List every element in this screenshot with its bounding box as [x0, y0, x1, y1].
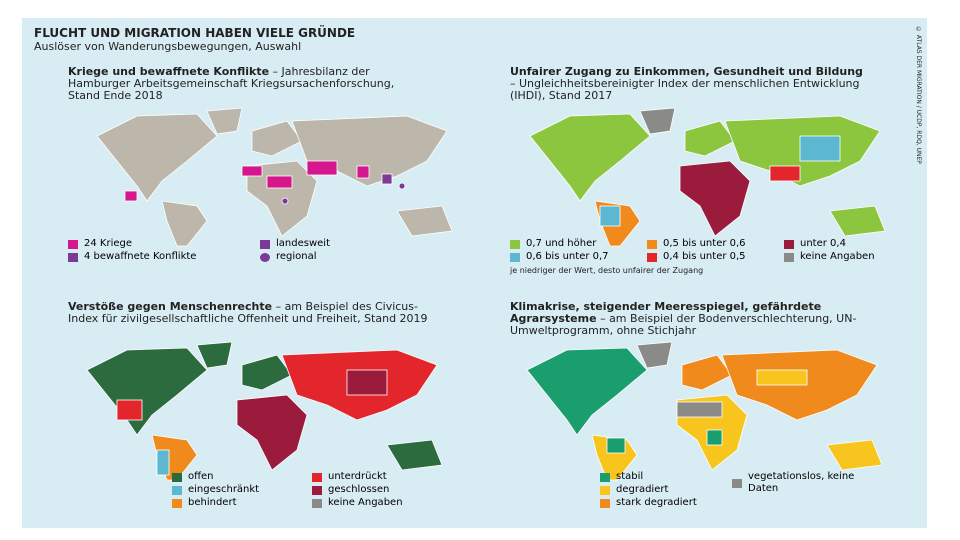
panel-title: Klimakrise, steigender Meeresspiegel, ge… — [510, 301, 870, 337]
credit: © ATLAS DER MIGRATION / UCDP, RDQ, UNEP — [915, 26, 922, 164]
legend-item: vegetationslos, keine Daten — [732, 471, 858, 495]
legend-item: stark degradiert — [600, 497, 697, 509]
legend-swatch — [260, 239, 270, 249]
legend-label: eingeschränkt — [188, 484, 260, 495]
legend-item: degradiert — [600, 484, 668, 496]
legend-item: stabil — [600, 471, 643, 483]
legend-item: 24 Kriege — [68, 238, 132, 250]
map-civicus — [86, 341, 443, 481]
legend-swatch — [68, 239, 78, 249]
panel-description: – am Beispiel des Civicus-Index für zivi… — [68, 300, 428, 325]
panel-title: Verstöße gegen Menschenrechte – am Beisp… — [68, 301, 428, 325]
legend-label: 0,5 bis unter 0,6 — [663, 238, 746, 249]
legend-label: 4 bewaffnete Konflikte — [84, 251, 197, 262]
legend-swatch — [732, 478, 742, 488]
legend-label: stabil — [616, 471, 644, 482]
panel-heading: Kriege und bewaffnete Konflikte — [68, 65, 270, 78]
legend-item: keine Angaben — [312, 497, 403, 509]
panel-heading: Klimakrise, steigender Meeresspiegel, ge… — [510, 300, 822, 325]
map-ihdi — [529, 107, 886, 247]
legend-item: 0,6 bis unter 0,7 — [510, 251, 609, 263]
panel-description: – Jahresbilanz der Hamburger Arbeitsgeme… — [68, 65, 395, 102]
legend-label: geschlossen — [328, 484, 390, 495]
panel-heading: Verstöße gegen Menschenrechte — [68, 300, 273, 313]
legend-swatch — [68, 252, 78, 262]
legend-label: unterdrückt — [328, 471, 387, 482]
legend-swatch — [647, 239, 657, 249]
legend-label: 0,6 bis unter 0,7 — [526, 251, 609, 262]
map-conflicts — [96, 107, 453, 247]
legend-label: 24 Kriege — [84, 238, 133, 249]
legend-item: unter 0,4 — [784, 238, 846, 250]
note: je niedriger der Wert, desto unfairer de… — [510, 266, 704, 275]
legend-label: 0,4 bis unter 0,5 — [663, 251, 746, 262]
legend-item: geschlossen — [312, 484, 389, 496]
legend-swatch — [600, 472, 610, 482]
title: FLUCHT UND MIGRATION HABEN VIELE GRÜNDE — [34, 26, 356, 40]
legend-item: behindert — [172, 497, 237, 509]
legend-label: stark degradiert — [616, 497, 697, 508]
panel-title: Kriege und bewaffnete Konflikte – Jahres… — [68, 66, 428, 102]
legend-label: vegetationslos, keine Daten — [748, 471, 855, 494]
legend-swatch — [510, 239, 520, 249]
legend-swatch — [260, 252, 270, 262]
legend-item: offen — [172, 471, 214, 483]
legend-swatch — [172, 498, 182, 508]
legend-label: landesweit — [276, 238, 330, 249]
legend-label: regional — [276, 251, 317, 262]
subtitle: Auslöser von Wanderungsbewegungen, Auswa… — [34, 40, 302, 53]
panel-heading: Unfairer Zugang zu Einkommen, Gesundheit… — [510, 65, 863, 78]
legend-swatch — [312, 485, 322, 495]
legend-swatch — [510, 252, 520, 262]
panel-description: – Ungleichheitsbereinigter Index der men… — [510, 77, 860, 102]
legend-swatch — [647, 252, 657, 262]
legend-label: keine Angaben — [328, 497, 403, 508]
legend-swatch — [600, 498, 610, 508]
legend-label: 0,7 und höher — [526, 238, 597, 249]
legend-swatch — [312, 498, 322, 508]
panel-description: – am Beispiel der Bodenverschlechterung,… — [510, 312, 857, 337]
legend-item: 4 bewaffnete Konflikte — [68, 251, 196, 263]
panel-title: Unfairer Zugang zu Einkommen, Gesundheit… — [510, 66, 870, 102]
infographic: FLUCHT UND MIGRATION HABEN VIELE GRÜNDE … — [22, 18, 927, 528]
legend-swatch — [600, 485, 610, 495]
legend-swatch — [312, 472, 322, 482]
legend-item: 0,4 bis unter 0,5 — [647, 251, 746, 263]
legend-label: unter 0,4 — [800, 238, 846, 249]
legend-swatch — [172, 472, 182, 482]
legend-label: behindert — [188, 497, 237, 508]
legend-swatch — [784, 239, 794, 249]
legend-item: unterdrückt — [312, 471, 387, 483]
legend-item: regional — [260, 251, 317, 263]
map-soil — [526, 341, 883, 481]
legend-item: landesweit — [260, 238, 330, 250]
legend-item: 0,5 bis unter 0,6 — [647, 238, 746, 250]
legend-item: keine Angaben — [784, 251, 875, 263]
legend-item: 0,7 und höher — [510, 238, 596, 250]
legend-swatch — [172, 485, 182, 495]
legend-label: degradiert — [616, 484, 669, 495]
legend-label: keine Angaben — [800, 251, 875, 262]
legend-item: eingeschränkt — [172, 484, 259, 496]
legend-label: offen — [188, 471, 214, 482]
maps — [86, 107, 886, 481]
legend-swatch — [784, 252, 794, 262]
